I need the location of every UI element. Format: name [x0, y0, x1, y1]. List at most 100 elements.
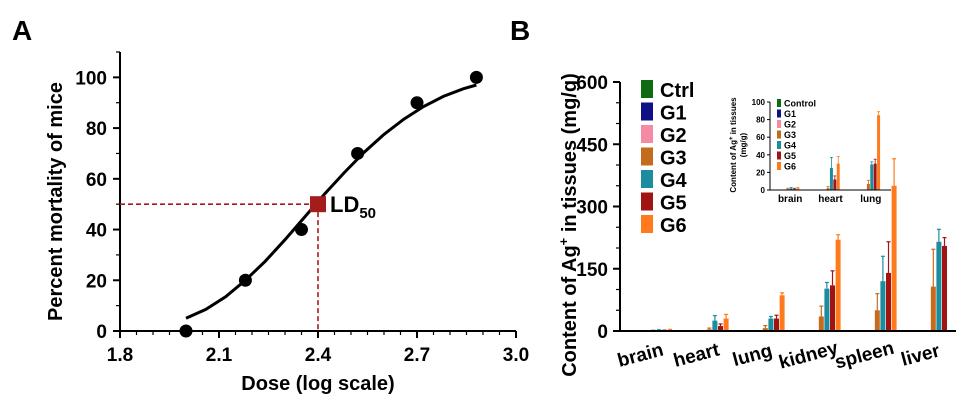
inset-y-tick-label: 100	[752, 98, 766, 107]
x-tick-label: 2.4	[305, 345, 332, 366]
inset-y-tick-label: 20	[756, 168, 765, 177]
ld50-marker	[310, 196, 326, 213]
inset-y-axis-label-prefix: Content of Ag	[729, 140, 738, 193]
inset-y-tick-label: 40	[756, 151, 765, 160]
inset-bar	[826, 188, 830, 190]
inset-legend-swatch	[777, 151, 781, 160]
legend-swatch	[641, 147, 653, 166]
inset-legend-label: G4	[784, 141, 796, 151]
legend-label: G5	[660, 193, 687, 215]
data-point	[469, 70, 483, 84]
data-point	[238, 273, 252, 287]
legend-swatch	[641, 170, 653, 188]
inset-legend-label: G6	[784, 162, 796, 172]
bar	[824, 288, 830, 331]
x-tick-label: spleen	[833, 338, 897, 374]
inset-legend-swatch	[777, 109, 781, 118]
inset-legend-swatch	[777, 162, 781, 170]
inset-y-axis-label-suffix: in tissues	[729, 97, 738, 137]
inset-y-axis-label-sup: +	[729, 136, 735, 140]
legend-label: G1	[660, 103, 687, 125]
ld50-label-main: LD	[330, 192, 359, 217]
y-axis-label: Percent mortality of mice	[45, 82, 67, 321]
x-tick-label: liver	[899, 340, 943, 371]
inset-legend-label: G5	[784, 151, 796, 161]
legend-label: Ctrl	[660, 80, 694, 102]
fit-curve	[185, 83, 477, 320]
legend-swatch	[641, 102, 653, 121]
inset-bar	[873, 163, 877, 190]
y-tick-label: 0	[96, 322, 107, 343]
inset-y-tick-label: 0	[761, 186, 766, 195]
inset-legend-swatch	[777, 120, 781, 128]
inset-bar	[836, 163, 840, 190]
ld50-label-subscript: 50	[359, 205, 376, 222]
x-tick-label: 1.8	[107, 345, 133, 366]
y-tick-label: 300	[576, 198, 608, 219]
inset-bar	[877, 115, 881, 190]
bar	[936, 241, 942, 331]
inset-y-axis-label-line2: (mg/g)	[739, 132, 748, 157]
y-axis-label-prefix: Content of Ag	[559, 245, 581, 376]
y-tick-label: 100	[75, 68, 107, 89]
bar	[768, 318, 774, 331]
x-tick-label: 3.0	[503, 345, 529, 366]
bar	[942, 245, 947, 331]
data-point	[351, 146, 365, 160]
legend-label: G4	[660, 170, 688, 192]
bar	[830, 285, 835, 331]
inset-bar	[833, 179, 837, 190]
panel-a-letter: A	[12, 15, 32, 46]
y-tick-label: 40	[86, 221, 107, 242]
bar	[891, 185, 897, 331]
inset-y-axis-label: Content of Ag+ in tissues	[729, 97, 738, 193]
inset-legend-swatch	[777, 99, 781, 107]
inset-legend-swatch	[777, 141, 781, 149]
bar	[723, 318, 729, 331]
y-tick-label: 600	[576, 73, 608, 94]
legend-swatch	[641, 192, 653, 211]
data-point	[179, 324, 193, 338]
x-tick-label: kidney	[777, 338, 841, 374]
bar	[874, 310, 880, 331]
x-tick-label: heart	[671, 339, 722, 371]
y-axis-label-suffix: in tissues (mg/g)	[559, 73, 581, 237]
inset-bar	[789, 188, 793, 190]
bar	[930, 286, 936, 331]
inset-x-tick-label: brain	[778, 194, 802, 205]
bar	[712, 320, 718, 331]
bar	[886, 272, 891, 331]
y-tick-label: 20	[86, 271, 107, 292]
bar	[762, 328, 768, 331]
inset-legend-label: Control	[784, 99, 816, 109]
y-axis-label-sup: +	[556, 237, 571, 245]
y-axis-label: Content of Ag+ in tissues (mg/g)	[556, 73, 581, 377]
inset-bar	[866, 183, 870, 190]
inset-legend-label: G1	[784, 109, 796, 119]
bar	[774, 318, 779, 331]
x-axis-label: Dose (log scale)	[241, 373, 394, 395]
y-tick-label: 80	[86, 119, 107, 140]
x-tick-label: brain	[615, 340, 665, 372]
legend-swatch	[641, 215, 653, 233]
inset-bar	[829, 168, 833, 190]
inset-legend-swatch	[777, 130, 781, 139]
x-tick-label: lung	[730, 340, 774, 371]
inset-bar	[870, 164, 874, 190]
inset-legend-label: G3	[784, 130, 796, 140]
ld50-label: LD50	[330, 192, 376, 222]
inset-x-tick-label: lung	[860, 194, 881, 205]
legend-label: G2	[660, 125, 687, 147]
legend-label: G6	[660, 215, 687, 237]
x-tick-label: 2.7	[404, 345, 430, 366]
bar	[880, 281, 886, 331]
bar	[818, 316, 824, 331]
y-tick-label: 60	[86, 170, 107, 191]
legend-swatch	[641, 125, 653, 143]
inset-x-tick-label: heart	[818, 194, 843, 205]
panel-a: A 1.8 2.1 2.4 2.7 3.0 0 20 40 60 80 100 LD50 Dose…	[12, 15, 529, 395]
legend-label: G3	[660, 148, 687, 170]
